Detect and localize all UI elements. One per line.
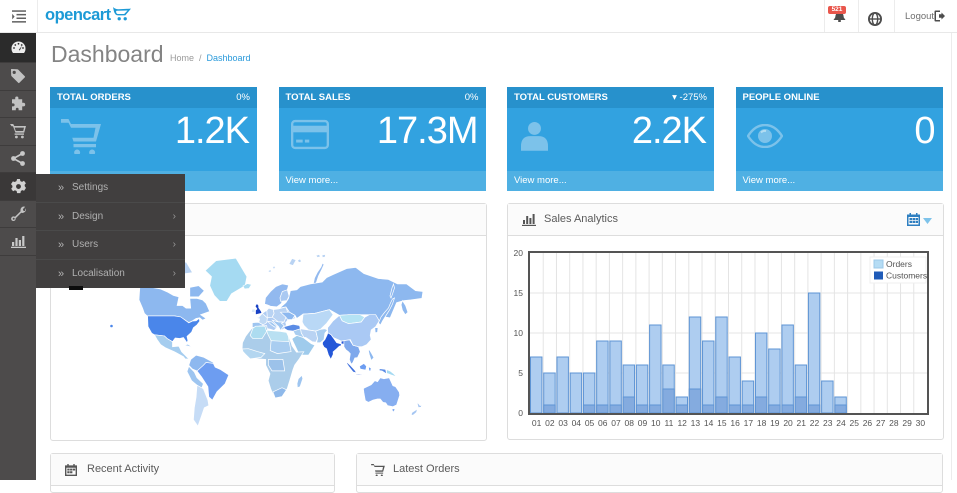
svg-text:13: 13 (691, 418, 701, 428)
svg-text:14: 14 (704, 418, 714, 428)
svg-text:05: 05 (585, 418, 595, 428)
svg-text:21: 21 (797, 418, 807, 428)
svg-text:23: 23 (823, 418, 833, 428)
svg-text:20: 20 (783, 418, 793, 428)
svg-text:Orders: Orders (886, 259, 912, 269)
svg-text:19: 19 (770, 418, 780, 428)
svg-text:20: 20 (514, 248, 524, 258)
svg-text:11: 11 (665, 418, 674, 428)
svg-text:04: 04 (572, 418, 582, 428)
svg-text:26: 26 (863, 418, 873, 428)
svg-text:16: 16 (730, 418, 740, 428)
svg-text:07: 07 (611, 418, 621, 428)
svg-text:24: 24 (836, 418, 846, 428)
svg-text:28: 28 (889, 418, 899, 428)
svg-text:30: 30 (916, 418, 926, 428)
svg-text:02: 02 (545, 418, 555, 428)
svg-text:Customers: Customers (886, 271, 927, 281)
svg-text:0: 0 (518, 408, 523, 418)
svg-text:29: 29 (902, 418, 912, 428)
svg-text:15: 15 (717, 418, 727, 428)
svg-text:09: 09 (638, 418, 648, 428)
svg-text:5: 5 (518, 368, 523, 378)
svg-text:12: 12 (677, 418, 687, 428)
svg-text:25: 25 (849, 418, 859, 428)
svg-text:10: 10 (651, 418, 661, 428)
svg-text:22: 22 (810, 418, 820, 428)
svg-text:08: 08 (625, 418, 635, 428)
svg-text:18: 18 (757, 418, 767, 428)
svg-text:01: 01 (532, 418, 542, 428)
svg-text:15: 15 (514, 288, 524, 298)
svg-text:03: 03 (558, 418, 568, 428)
svg-text:27: 27 (876, 418, 886, 428)
svg-text:17: 17 (744, 418, 754, 428)
svg-text:06: 06 (598, 418, 608, 428)
svg-text:10: 10 (514, 328, 524, 338)
